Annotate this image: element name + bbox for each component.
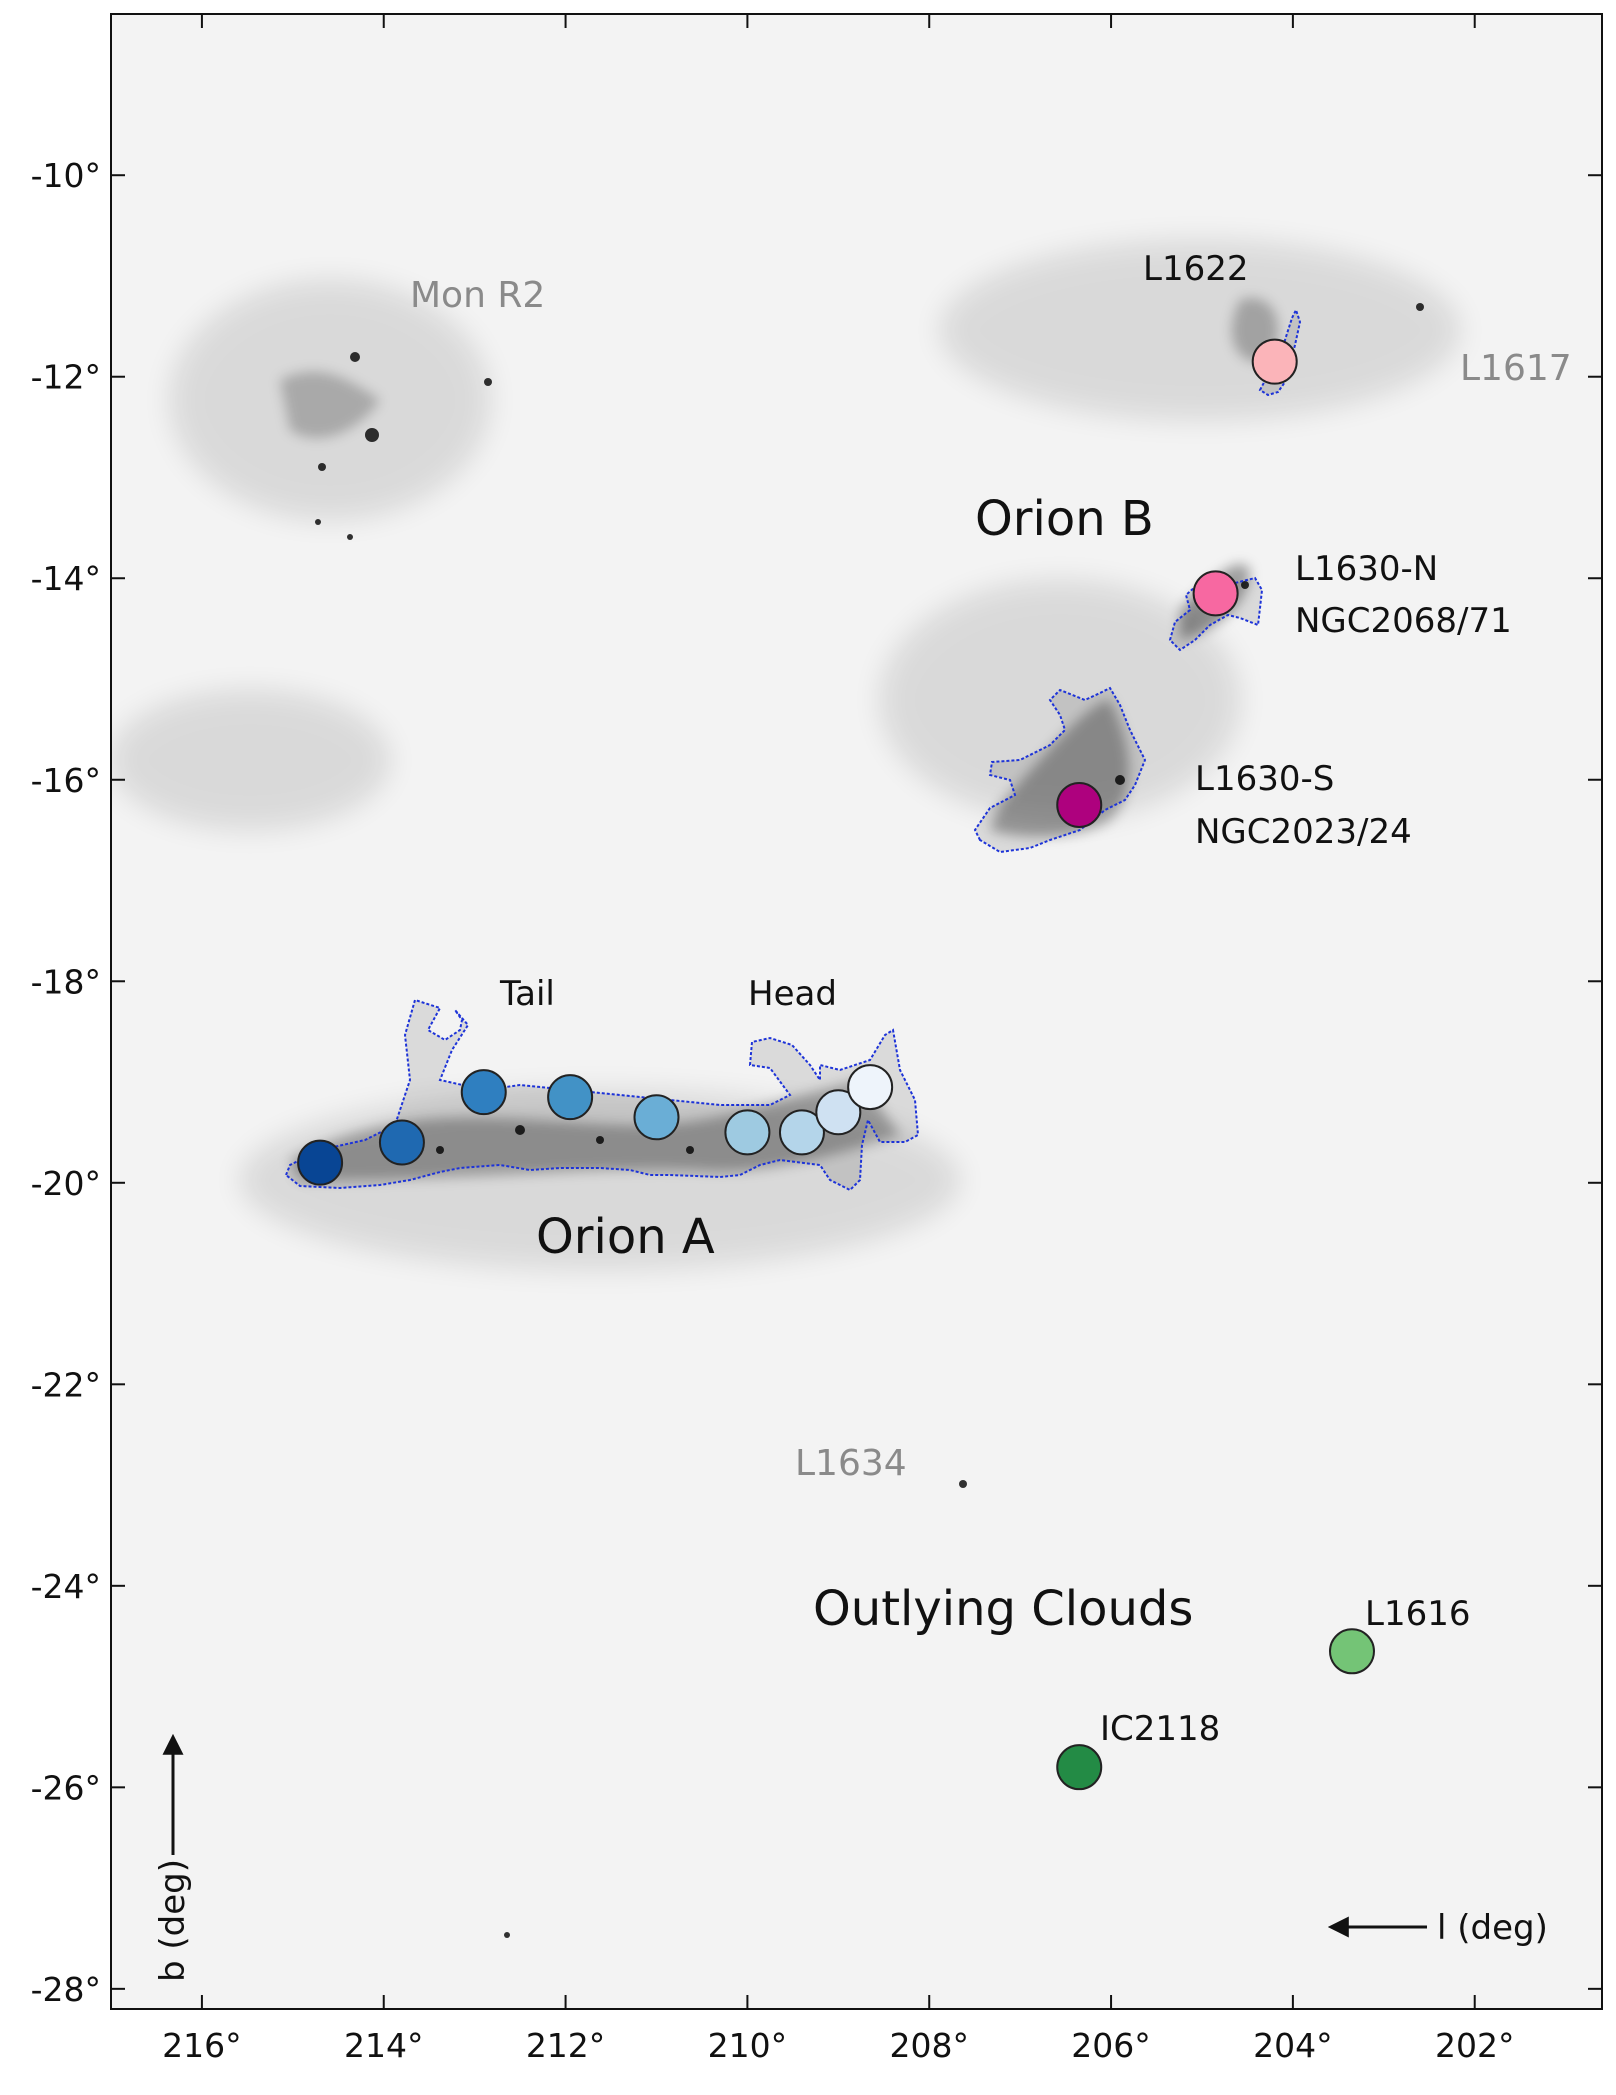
- y-tick-label: -14°: [31, 559, 101, 598]
- field-markers: [297, 338, 1375, 1791]
- field-marker-orion-a: [547, 1074, 594, 1121]
- field-marker-orion-a: [633, 1094, 680, 1141]
- x-axis-label: l (deg): [1437, 1908, 1548, 1948]
- x-tick-label: 202°: [1435, 2026, 1515, 2065]
- field-marker-orion-b: [1056, 781, 1103, 828]
- x-axis: 216° 214° 212° 210° 208° 206° 204° 202°: [162, 14, 1514, 2065]
- x-tick-label: 204°: [1253, 2026, 1333, 2065]
- x-tick-label: 214°: [344, 2026, 424, 2065]
- label-l1617: L1617: [1460, 348, 1572, 389]
- label-orion-a: Orion A: [536, 1209, 715, 1265]
- label-l1616: L1616: [1365, 1594, 1470, 1634]
- y-tick-label: -16°: [31, 761, 101, 800]
- y-tick-label: -12°: [31, 358, 101, 397]
- field-marker-orion-a: [724, 1109, 771, 1156]
- label-head: Head: [748, 974, 837, 1014]
- field-marker-orion-b: [1192, 570, 1239, 617]
- y-tick-label: -26°: [31, 1768, 101, 1807]
- y-axis: -10° -12° -14° -16° -18° -20° -22° -24° -26° -28°: [31, 156, 1602, 2009]
- field-marker-orion-a: [297, 1139, 344, 1186]
- label-l1634: L1634: [795, 1443, 907, 1484]
- x-tick-label: 210°: [708, 2026, 788, 2065]
- field-marker-orion-a: [460, 1069, 507, 1116]
- plot-frame: [110, 13, 1603, 2010]
- y-tick-label: -10°: [31, 156, 101, 195]
- field-marker-outlying-clouds: [1056, 1744, 1103, 1791]
- y-tick-label: -28°: [31, 1970, 101, 2009]
- y-tick-label: -20°: [31, 1164, 101, 1203]
- x-tick-label: 212°: [526, 2026, 606, 2065]
- label-orion-b: Orion B: [975, 491, 1154, 547]
- region-labels: Orion A Orion B Outlying Clouds Tail Hea…: [410, 249, 1572, 1749]
- label-outlying-clouds: Outlying Clouds: [813, 1581, 1193, 1637]
- l-axis-indicator: l (deg): [1327, 1908, 1548, 1948]
- field-marker-outlying-clouds: [1328, 1628, 1375, 1675]
- label-mon-r2: Mon R2: [410, 275, 545, 316]
- x-tick-label: 208°: [889, 2026, 969, 2065]
- y-axis-label: b (deg): [153, 1859, 193, 1982]
- field-marker-orion-a: [778, 1109, 825, 1156]
- label-tail: Tail: [499, 974, 555, 1014]
- field-marker-orion-a: [378, 1119, 425, 1166]
- l1630s-contour: [973, 686, 1147, 854]
- label-ngc2023: NGC2023/24: [1195, 812, 1412, 852]
- y-tick-label: -22°: [31, 1365, 101, 1404]
- x-tick-label: 216°: [162, 2026, 242, 2065]
- field-marker-orion-a: [815, 1089, 862, 1136]
- label-ngc2068: NGC2068/71: [1295, 601, 1512, 641]
- y-tick-label: -24°: [31, 1567, 101, 1606]
- field-marker-orion-b: [1251, 338, 1298, 385]
- label-l1630n: L1630-N: [1295, 549, 1438, 589]
- b-axis-indicator: b (deg): [153, 1733, 193, 1982]
- field-marker-orion-a: [847, 1064, 894, 1111]
- label-l1622: L1622: [1143, 249, 1248, 289]
- x-tick-label: 206°: [1071, 2026, 1151, 2065]
- y-tick-label: -18°: [31, 962, 101, 1001]
- label-l1630s: L1630-S: [1195, 759, 1334, 799]
- label-ic2118: IC2118: [1100, 1709, 1220, 1749]
